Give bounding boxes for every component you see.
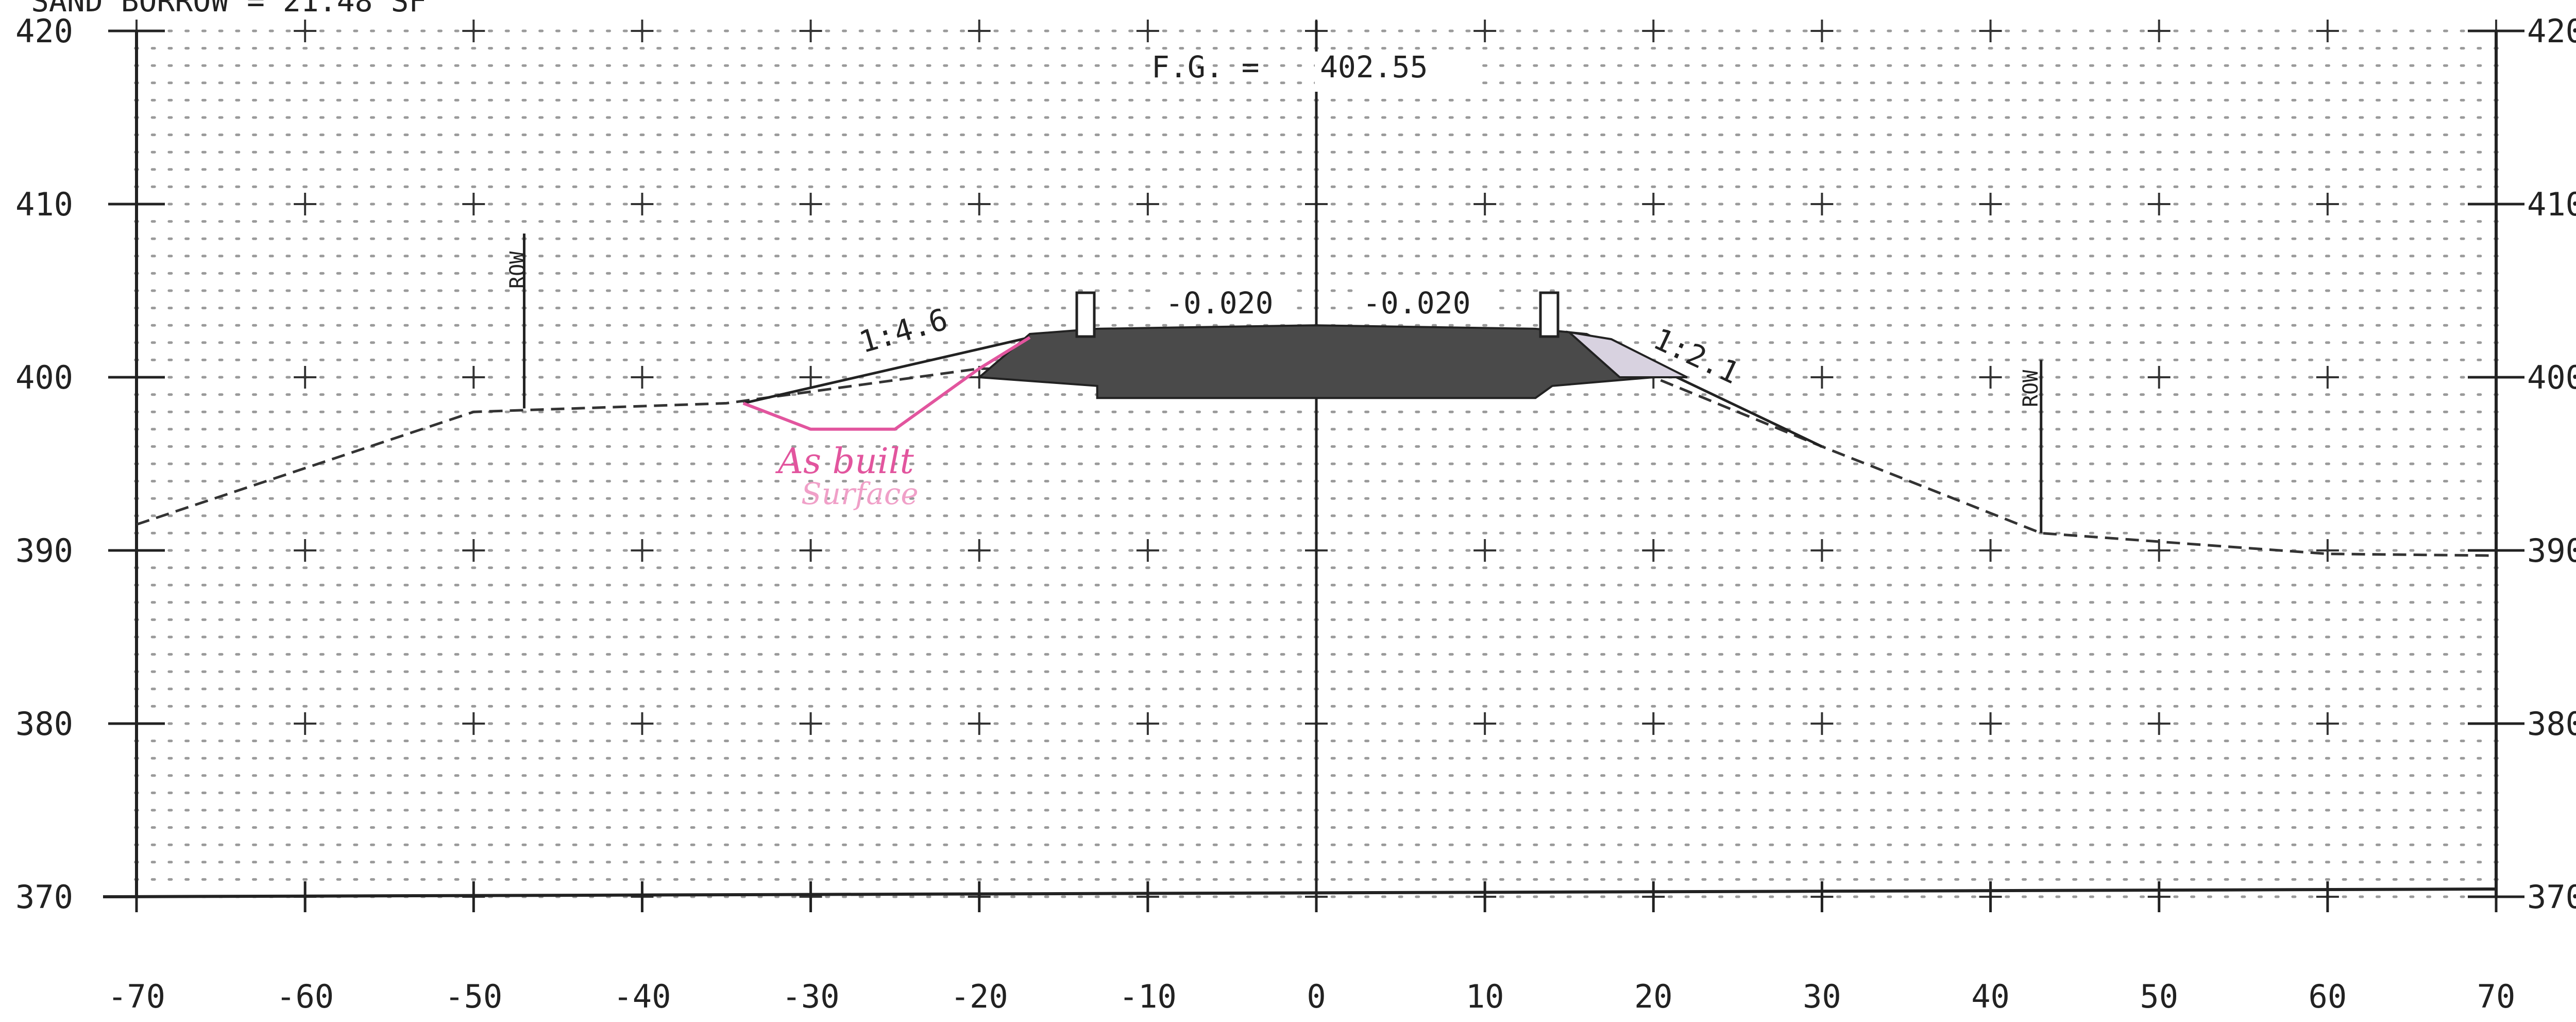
y-tick-labels-right: 420 410 400 390 380 370 [2527,12,2576,916]
axis-ticks [108,29,2524,912]
x-tick-label: 40 [1971,978,2010,1015]
left-fill-slope [743,336,1030,405]
x-tick-label: 60 [2309,978,2347,1015]
x-tick-label: -50 [445,978,502,1015]
right-shoulder-post [1539,291,1560,338]
x-tick-label: -20 [951,978,1008,1015]
y-tick-label-left: 400 [15,359,73,396]
row-right-label: ROW [2019,370,2043,407]
grade-value-box [1315,52,1480,92]
as-built-note-line2: Surface [801,476,919,511]
grade-label: F.G. = [1151,49,1260,85]
y-tick-label-left: 410 [15,186,73,223]
x-tick-label: -30 [782,978,840,1015]
y-tick-label-left: 390 [15,532,73,569]
x-tick-label: 70 [2477,978,2516,1015]
right-cross-slope: -0.020 [1363,286,1471,321]
y-tick-label-left: 380 [15,705,73,743]
bottom-axis [103,887,2497,898]
x-tick-label: -40 [613,978,671,1015]
x-tick-label: 30 [1803,978,1841,1015]
x-tick-label: 0 [1307,978,1326,1015]
left-cross-slope: -0.020 [1165,286,1274,321]
y-tick-label-right: 400 [2527,359,2576,396]
grade-value: 402.55 [1320,49,1428,85]
x-tick-label: 50 [2140,978,2178,1015]
x-tick-labels: -70 -60 -50 -40 -30 -20 -10 0 10 20 30 40 50 60 70 [108,978,2515,1015]
right-shoulder-wedge [1566,330,1688,378]
x-tick-label: -10 [1119,978,1177,1015]
y-tick-label-right: 420 [2527,12,2576,50]
y-tick-labels-left: 420 410 400 390 380 370 [15,12,73,916]
x-tick-label: -70 [108,978,165,1015]
y-tick-label-left: 420 [15,12,73,50]
right-cross-slope-box [1359,283,1493,320]
y-tick-label-right: 410 [2527,186,2576,223]
row-left-label: ROW [506,251,530,289]
x-tick-label: 20 [1634,978,1673,1015]
left-shoulder-post [1075,291,1096,338]
y-tick-label-right: 370 [2527,878,2576,916]
x-tick-label: 10 [1466,978,1504,1015]
y-tick-label-left: 370 [15,878,73,916]
x-tick-label: -60 [276,978,334,1015]
y-tick-label-right: 380 [2527,705,2576,743]
as-built-note-line1: As built [775,441,914,482]
y-tick-label-right: 390 [2527,532,2576,569]
left-cross-slope-box [1159,283,1293,320]
as-built-surface-line [742,336,1031,431]
sheet-title: SAND BORROW = 21.48 SF [31,0,427,19]
